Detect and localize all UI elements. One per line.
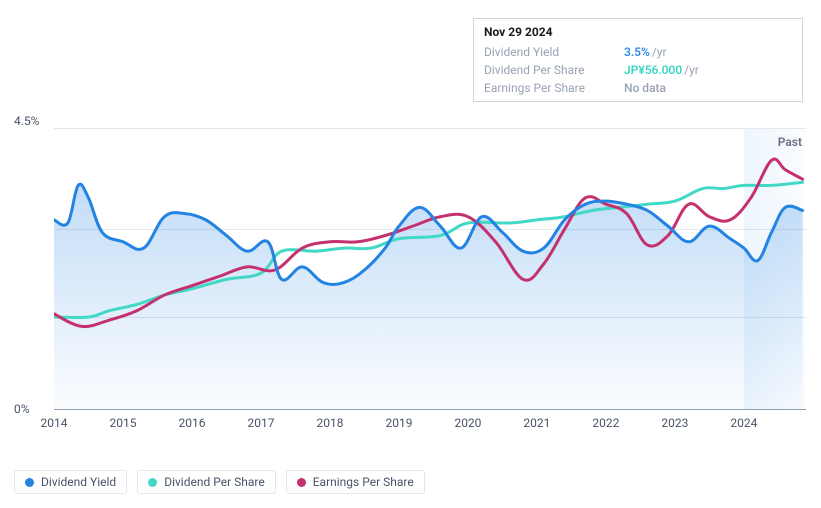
- y-axis-label-top: 4.5%: [14, 114, 39, 128]
- legend: Dividend Yield Dividend Per Share Earnings…: [14, 470, 425, 494]
- tooltip-suffix: /yr: [652, 45, 667, 59]
- x-tick-label: 2021: [523, 416, 550, 430]
- legend-item[interactable]: Earnings Per Share: [286, 470, 425, 494]
- plot-area: Past: [54, 128, 806, 410]
- x-tick-label: 2015: [109, 416, 136, 430]
- legend-label: Earnings Per Share: [313, 475, 414, 489]
- x-tick-label: 2018: [316, 416, 343, 430]
- tooltip-value: No data: [624, 81, 666, 95]
- legend-dot-icon: [297, 478, 306, 487]
- tooltip-label: Earnings Per Share: [484, 81, 624, 95]
- tooltip-row: Dividend Yield3.5% /yr: [474, 43, 802, 61]
- tooltip-value: 3.5%: [624, 45, 650, 59]
- tooltip-label: Dividend Yield: [484, 45, 624, 59]
- legend-dot-icon: [25, 478, 34, 487]
- x-tick-label: 2024: [730, 416, 757, 430]
- x-tick-label: 2020: [454, 416, 481, 430]
- legend-item[interactable]: Dividend Yield: [14, 470, 127, 494]
- x-tick-label: 2023: [661, 416, 688, 430]
- x-tick-label: 2022: [592, 416, 619, 430]
- area-dividend-yield: [54, 184, 803, 411]
- tooltip-value: JP¥56.000: [624, 63, 682, 77]
- legend-dot-icon: [148, 478, 157, 487]
- tooltip-date: Nov 29 2024: [474, 19, 802, 43]
- tooltip-label: Dividend Per Share: [484, 63, 624, 77]
- tooltip-panel: Nov 29 2024 Dividend Yield3.5% /yrDivide…: [473, 18, 803, 102]
- legend-label: Dividend Yield: [41, 475, 116, 489]
- x-tick-label: 2014: [41, 416, 68, 430]
- chart: 4.5% 0% Past 2014 2015 2016 2017 2018 2019 202…: [14, 110, 806, 450]
- legend-label: Dividend Per Share: [164, 475, 265, 489]
- legend-item[interactable]: Dividend Per Share: [137, 470, 276, 494]
- tooltip-suffix: /yr: [684, 63, 699, 77]
- tooltip-row: Dividend Per ShareJP¥56.000 /yr: [474, 61, 802, 79]
- x-tick-label: 2019: [385, 416, 412, 430]
- chart-lines: [54, 129, 806, 411]
- tooltip-row: Earnings Per ShareNo data: [474, 79, 802, 101]
- y-axis-label-bottom: 0%: [14, 402, 30, 416]
- x-tick-label: 2016: [178, 416, 205, 430]
- x-tick-label: 2017: [247, 416, 274, 430]
